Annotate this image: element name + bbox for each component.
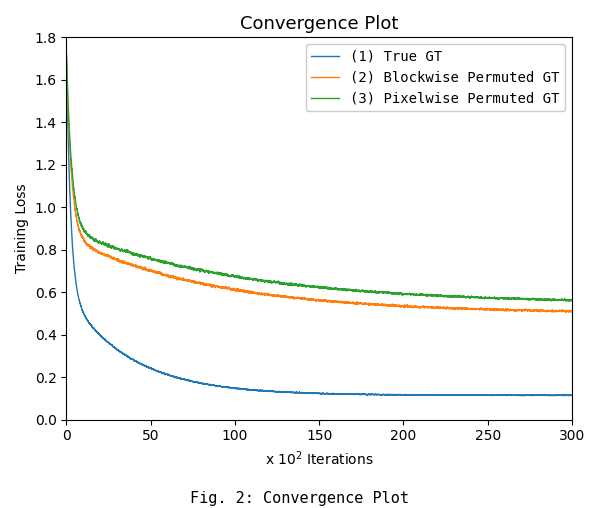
(3) Pixelwise Permuted GT — [184, 265, 191, 271]
(1) True GT — [63, 51, 70, 57]
(2) Blockwise Permuted GT — [501, 307, 508, 313]
(2) Blockwise Permuted GT — [118, 259, 125, 265]
(2) Blockwise Permuted GT — [330, 298, 337, 304]
Text: Fig. 2: Convergence Plot: Fig. 2: Convergence Plot — [191, 491, 409, 506]
Title: Convergence Plot: Convergence Plot — [240, 15, 398, 33]
(1) True GT — [330, 391, 337, 397]
Line: (3) Pixelwise Permuted GT: (3) Pixelwise Permuted GT — [67, 55, 572, 301]
(3) Pixelwise Permuted GT — [501, 295, 508, 301]
(1) True GT — [519, 393, 526, 399]
(1) True GT — [568, 392, 575, 398]
(3) Pixelwise Permuted GT — [118, 246, 125, 252]
(3) Pixelwise Permuted GT — [566, 298, 573, 304]
(3) Pixelwise Permuted GT — [568, 297, 575, 303]
(1) True GT — [501, 392, 508, 398]
(2) Blockwise Permuted GT — [562, 309, 569, 315]
Line: (1) True GT: (1) True GT — [67, 54, 572, 396]
(3) Pixelwise Permuted GT — [79, 224, 86, 230]
(3) Pixelwise Permuted GT — [330, 286, 337, 292]
(2) Blockwise Permuted GT — [184, 278, 191, 284]
Legend: (1) True GT, (2) Blockwise Permuted GT, (3) Pixelwise Permuted GT: (1) True GT, (2) Blockwise Permuted GT, … — [305, 44, 565, 111]
Line: (2) Blockwise Permuted GT: (2) Blockwise Permuted GT — [67, 58, 572, 312]
(3) Pixelwise Permuted GT — [173, 263, 181, 269]
(1) True GT — [118, 350, 125, 356]
(1) True GT — [173, 374, 181, 380]
X-axis label: x 10$^2$ Iterations: x 10$^2$ Iterations — [265, 449, 374, 467]
(2) Blockwise Permuted GT — [79, 234, 86, 240]
(1) True GT — [79, 307, 86, 313]
(3) Pixelwise Permuted GT — [63, 52, 70, 58]
Y-axis label: Training Loss: Training Loss — [15, 184, 29, 273]
(2) Blockwise Permuted GT — [63, 55, 70, 61]
(1) True GT — [184, 377, 191, 383]
(2) Blockwise Permuted GT — [173, 276, 181, 282]
(2) Blockwise Permuted GT — [568, 308, 575, 314]
